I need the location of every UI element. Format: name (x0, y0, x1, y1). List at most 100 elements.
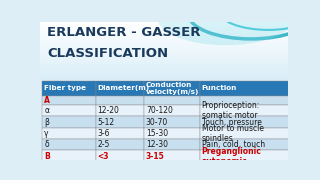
Text: Function: Function (202, 86, 237, 91)
Bar (43, 150, 96, 162)
Bar (40, 30, 288, 31)
Bar (40, 51, 288, 52)
Text: 3-15: 3-15 (146, 152, 165, 161)
Bar (40, 56, 288, 57)
Text: 70-120: 70-120 (146, 106, 173, 115)
Bar (200, 96, 291, 105)
Bar (43, 96, 96, 105)
Bar (40, 71, 288, 72)
Bar (40, 27, 288, 28)
Text: Proprioception:
somatic motor: Proprioception: somatic motor (202, 101, 260, 120)
Bar (96, 128, 144, 139)
Bar (40, 37, 288, 38)
Text: Conduction
velocity(m/s): Conduction velocity(m/s) (146, 82, 199, 95)
Bar (40, 67, 288, 68)
Text: δ: δ (44, 140, 49, 149)
Text: <3: <3 (98, 152, 109, 161)
Bar (40, 24, 288, 26)
Bar (40, 79, 288, 80)
Bar (40, 74, 288, 75)
Text: 12-30: 12-30 (146, 140, 168, 149)
Ellipse shape (158, 0, 294, 45)
Text: Pain, cold, touch: Pain, cold, touch (202, 140, 265, 149)
Bar (144, 139, 200, 150)
Text: A: A (44, 96, 50, 105)
Bar (40, 36, 288, 37)
Text: α: α (44, 106, 49, 115)
Text: 15-30: 15-30 (146, 129, 168, 138)
Text: Diameter(m): Diameter(m) (98, 86, 150, 91)
Text: Motor to muscle
spindles: Motor to muscle spindles (202, 124, 264, 143)
Bar (40, 31, 288, 32)
Bar (40, 49, 288, 50)
Bar (40, 66, 288, 67)
Bar (40, 55, 288, 56)
Bar (200, 116, 291, 128)
Bar (200, 80, 291, 96)
Bar (40, 58, 288, 59)
Bar (40, 64, 288, 65)
Text: Preganglionic
autonomic: Preganglionic autonomic (202, 147, 261, 166)
Bar (200, 105, 291, 116)
Text: 3-6: 3-6 (98, 129, 110, 138)
Bar (40, 39, 288, 40)
Bar (43, 128, 96, 139)
Bar (40, 34, 288, 35)
Bar (40, 38, 288, 39)
Bar (40, 42, 288, 43)
Bar (40, 60, 288, 61)
Text: 2-5: 2-5 (98, 140, 110, 149)
Text: ERLANGER - GASSER: ERLANGER - GASSER (47, 26, 201, 39)
Bar (40, 53, 288, 54)
Bar (144, 96, 200, 105)
Bar (40, 65, 288, 66)
Bar (40, 29, 288, 30)
Text: B: B (44, 152, 50, 161)
Bar (40, 28, 288, 29)
Bar (96, 139, 144, 150)
Bar (40, 32, 288, 33)
Bar (40, 43, 288, 44)
Bar (40, 61, 288, 62)
Bar (40, 48, 288, 49)
Bar (40, 59, 288, 60)
Text: γ: γ (44, 129, 49, 138)
Bar (43, 139, 96, 150)
Text: CLASSIFICATION: CLASSIFICATION (47, 47, 169, 60)
Bar (43, 80, 96, 96)
Bar (40, 45, 288, 46)
Bar (40, 47, 288, 48)
Bar (144, 150, 200, 162)
Bar (96, 150, 144, 162)
Text: β: β (44, 118, 49, 127)
Bar (40, 72, 288, 73)
Bar (96, 96, 144, 105)
Bar (40, 46, 288, 47)
Bar (144, 105, 200, 116)
Bar (40, 68, 288, 69)
Bar (40, 33, 288, 34)
Bar (40, 77, 288, 78)
Text: 5-12: 5-12 (98, 118, 115, 127)
Bar (43, 105, 96, 116)
Bar (200, 139, 291, 150)
Bar (40, 22, 288, 24)
Bar (40, 78, 288, 79)
Bar (40, 50, 288, 51)
Text: 12-20: 12-20 (98, 106, 119, 115)
Bar (40, 69, 288, 70)
Bar (40, 76, 288, 77)
Bar (40, 52, 288, 53)
Bar (40, 54, 288, 55)
Bar (40, 44, 288, 45)
Bar (40, 70, 288, 71)
Bar (96, 105, 144, 116)
Bar (96, 80, 144, 96)
Bar (96, 116, 144, 128)
Text: Touch, pressure: Touch, pressure (202, 118, 261, 127)
Bar (40, 35, 288, 36)
Bar (40, 75, 288, 76)
Bar (40, 63, 288, 64)
Bar (43, 116, 96, 128)
Bar (144, 80, 200, 96)
